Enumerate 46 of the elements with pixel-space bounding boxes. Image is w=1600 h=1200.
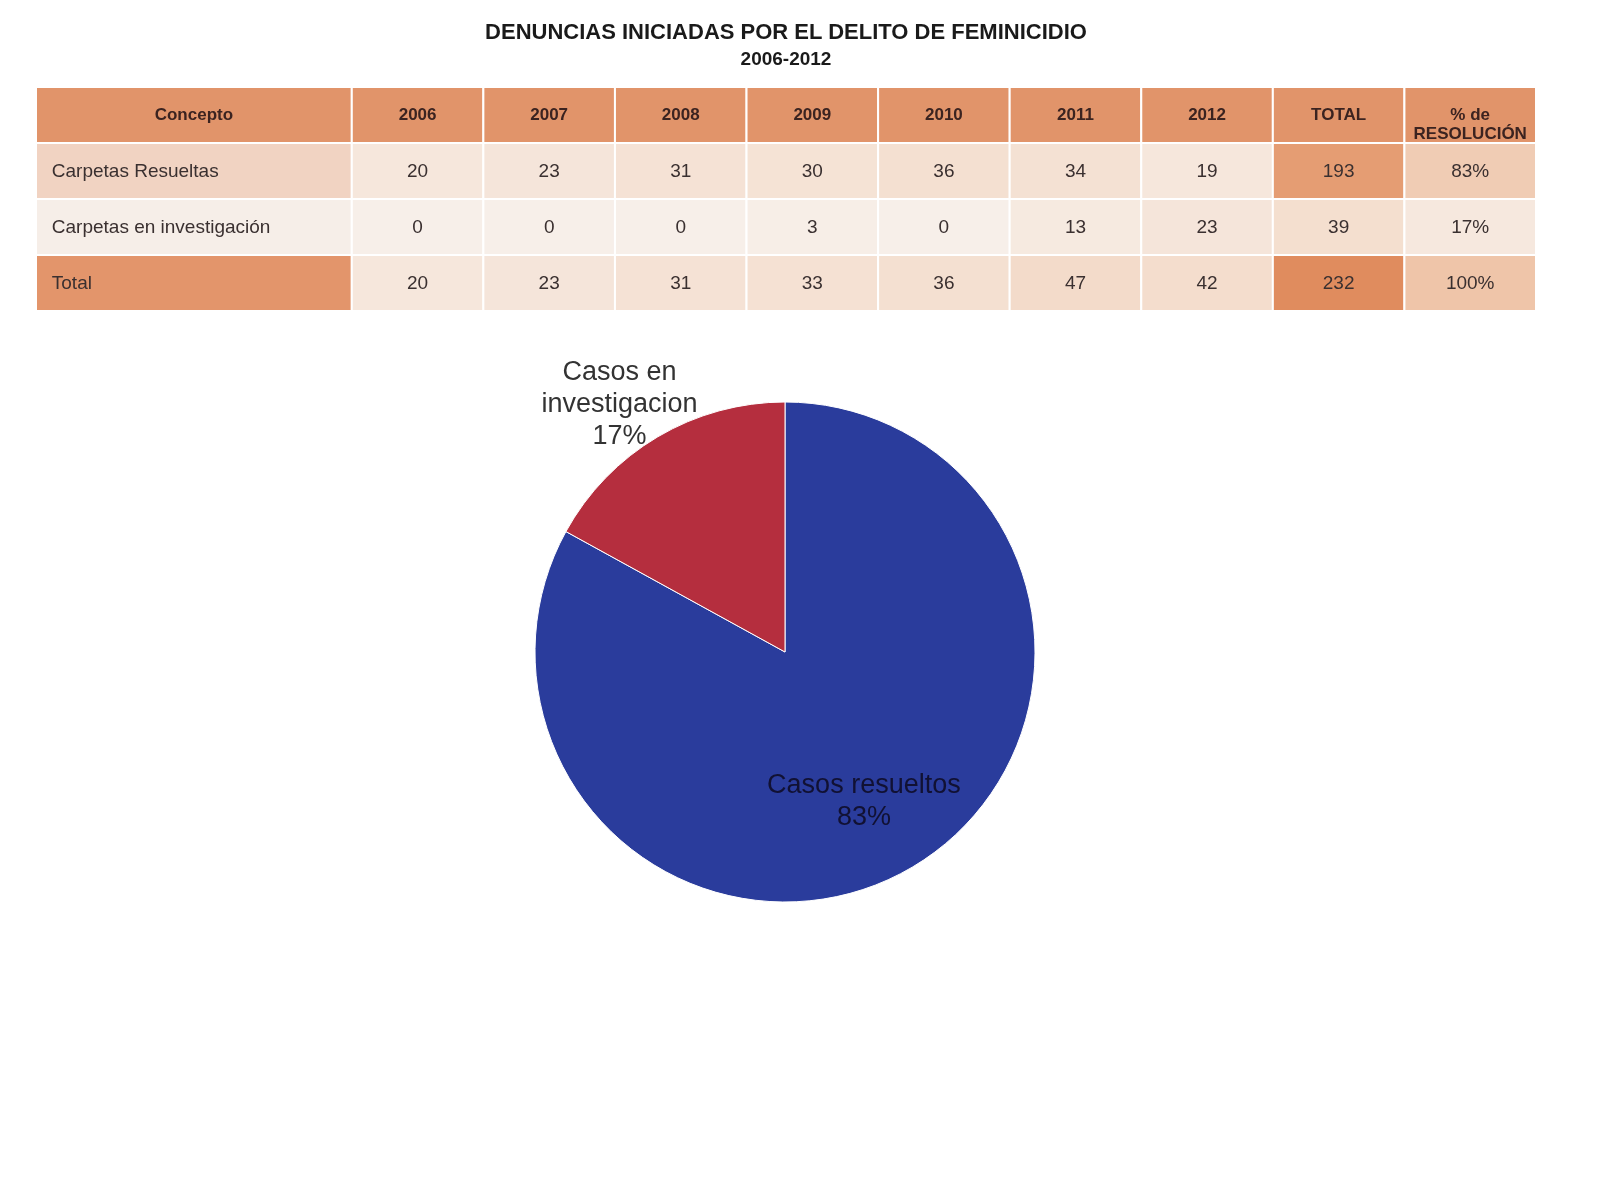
data-label: 31	[670, 272, 692, 293]
data-label: 17%	[592, 420, 647, 451]
y-tick-label: Carpetas Resueltas	[51, 160, 219, 181]
data-label: 33	[801, 272, 823, 293]
x-tick-label: 2006	[398, 105, 437, 124]
x-tick-label: 2011	[1057, 105, 1094, 124]
data-label: 47	[1064, 272, 1087, 293]
x-tick-label: % de RESOLUCIÓN	[1413, 105, 1527, 143]
data-label: 31	[670, 160, 692, 181]
data-label: 19	[1196, 160, 1218, 181]
data-label: 36	[933, 160, 955, 181]
data-label: 100%	[1445, 272, 1495, 293]
data-label: 17%	[1451, 216, 1490, 237]
x-tick-label: 2008	[661, 105, 700, 124]
data-label: 83%	[1451, 160, 1490, 181]
data-label: 0	[412, 216, 423, 237]
data-label: 83%	[836, 801, 891, 832]
y-axis-title: Concepto	[154, 105, 234, 124]
x-tick-label: 2007	[530, 105, 569, 124]
slice-label: Casos en investigacion	[541, 356, 698, 419]
data-label: 23	[538, 160, 560, 181]
data-label: 0	[675, 216, 687, 237]
data-label: 42	[1196, 272, 1218, 293]
x-tick-label: 2009	[793, 105, 832, 124]
y-tick-label: Total	[51, 272, 92, 293]
data-label: 0	[543, 216, 555, 237]
data-label: 0	[938, 216, 950, 237]
chart-title: DENUNCIAS INICIADAS POR EL DELITO DE FEMINICIDIO	[485, 19, 1087, 44]
data-label: 3	[807, 216, 818, 237]
data-label: 20	[407, 272, 429, 293]
data-label: 30	[801, 160, 823, 181]
data-label: 36	[933, 272, 955, 293]
data-label: 23	[1196, 216, 1218, 237]
data-label: 39	[1328, 216, 1350, 237]
data-label: 34	[1064, 160, 1087, 181]
data-label: 23	[538, 272, 560, 293]
x-tick-label: 2010	[924, 105, 963, 124]
data-label: 20	[407, 160, 429, 181]
chart-subtitle: 2006-2012	[740, 48, 832, 69]
y-tick-label: Carpetas en investigación	[51, 216, 271, 237]
slice-label: Casos resueltos	[767, 769, 961, 800]
data-label: 193	[1322, 160, 1355, 181]
data-label: 13	[1064, 216, 1087, 237]
x-tick-label: TOTAL	[1311, 105, 1367, 124]
data-label: 232	[1322, 272, 1355, 293]
x-tick-label: 2012	[1188, 105, 1226, 124]
